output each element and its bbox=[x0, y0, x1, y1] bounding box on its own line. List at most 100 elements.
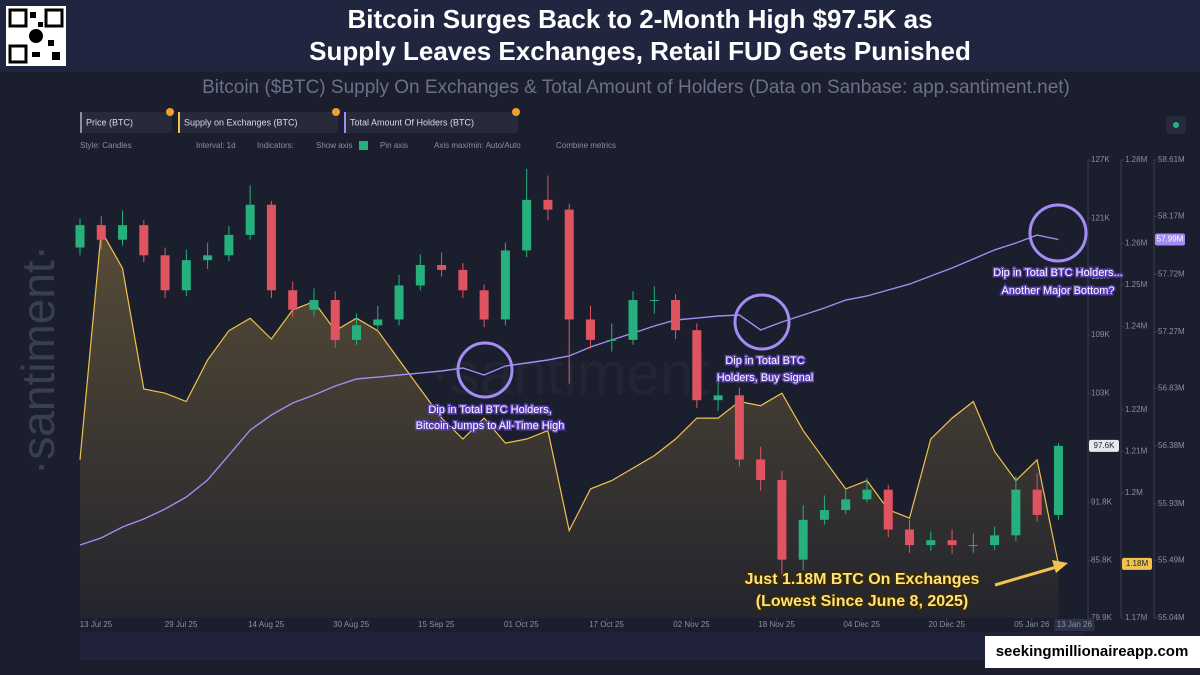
current-value-label: 57.99M bbox=[1157, 235, 1184, 244]
candle-body bbox=[96, 225, 106, 240]
candle-body bbox=[203, 255, 213, 261]
candle-body bbox=[437, 265, 447, 270]
candle-body bbox=[819, 510, 829, 520]
y-tick-label: 58.61M bbox=[1158, 155, 1185, 164]
y-tick-label: 55.93M bbox=[1158, 499, 1185, 508]
y-tick-label: 57.72M bbox=[1158, 269, 1185, 278]
legend-pill bbox=[178, 112, 338, 133]
y-tick-label: 91.8K bbox=[1091, 497, 1113, 506]
navigator[interactable] bbox=[80, 632, 1085, 660]
y-tick-label: 1.24M bbox=[1125, 322, 1148, 331]
candle-body bbox=[500, 250, 510, 320]
candle-body bbox=[224, 234, 234, 256]
y-tick-label: 1.28M bbox=[1125, 155, 1148, 164]
legend-badge bbox=[332, 108, 340, 116]
qr-code bbox=[6, 6, 66, 66]
candle-body bbox=[479, 290, 489, 320]
candle-body bbox=[288, 290, 298, 310]
toolbar-item[interactable]: Pin axis bbox=[380, 141, 408, 150]
toolbar-item[interactable]: Axis max/min: Auto/Auto bbox=[434, 141, 521, 150]
candle-body bbox=[75, 225, 85, 248]
y-tick-label: 1.22M bbox=[1125, 405, 1148, 414]
show-axis-check[interactable] bbox=[359, 141, 368, 150]
toolbar-item[interactable]: Style: Candles bbox=[80, 141, 132, 150]
candle-body bbox=[777, 479, 787, 560]
legend-item[interactable]: Price (BTC) bbox=[80, 108, 174, 133]
x-tick-label: 14 Aug 25 bbox=[248, 620, 285, 629]
candle-body bbox=[118, 225, 128, 240]
candle-body bbox=[862, 489, 872, 500]
x-tick-label: 18 Nov 25 bbox=[758, 620, 795, 629]
y-tick-label: 1.25M bbox=[1125, 280, 1148, 289]
annotation: Dip in Total BTC bbox=[725, 355, 804, 367]
candle-body bbox=[415, 265, 425, 286]
candle-body bbox=[543, 199, 553, 210]
candle-body bbox=[947, 540, 957, 546]
y-tick-label: 1.2M bbox=[1125, 488, 1143, 497]
pointer-arrow bbox=[994, 560, 1068, 587]
x-tick-label: 17 Oct 25 bbox=[589, 620, 624, 629]
y-tick-label: 1.21M bbox=[1125, 447, 1148, 456]
candle-body bbox=[564, 209, 574, 320]
candle-body bbox=[181, 260, 191, 291]
candle-body bbox=[968, 545, 978, 547]
current-value-badge bbox=[1155, 233, 1185, 246]
y-tick-label: 127K bbox=[1091, 155, 1110, 164]
y-tick-label: 85.8K bbox=[1091, 556, 1113, 565]
y-tick-label: 55.04M bbox=[1158, 613, 1185, 622]
legend-item[interactable]: Supply on Exchanges (BTC) bbox=[178, 108, 340, 133]
candle-body bbox=[309, 300, 319, 310]
legend-item[interactable]: Total Amount Of Holders (BTC) bbox=[344, 108, 520, 133]
y-tick-label: 56.83M bbox=[1158, 383, 1185, 392]
candle-body bbox=[649, 300, 659, 302]
legend-badge bbox=[166, 108, 174, 116]
current-value-badge bbox=[1089, 439, 1119, 452]
credit: seekingmillionaireapp.com bbox=[996, 643, 1189, 660]
legend-pill bbox=[344, 112, 518, 133]
legend-swatch bbox=[344, 112, 346, 133]
x-tick-label: 29 Jul 25 bbox=[165, 620, 198, 629]
candle-body bbox=[798, 519, 808, 560]
candle-body bbox=[458, 269, 468, 291]
legend-swatch bbox=[178, 112, 180, 133]
candle-body bbox=[160, 255, 170, 291]
y-tick-label: 1.17M bbox=[1125, 613, 1148, 622]
toolbar-item[interactable]: Indicators: bbox=[257, 141, 294, 150]
candle-body bbox=[266, 204, 276, 291]
candle-body bbox=[585, 319, 595, 340]
y-tick-label: 121K bbox=[1091, 213, 1110, 222]
candle-body bbox=[245, 204, 255, 235]
y-tick-label: 79.9K bbox=[1091, 613, 1113, 622]
chart-subtitle: Bitcoin ($BTC) Supply On Exchanges & Tot… bbox=[202, 77, 1070, 98]
annotation: (Lowest Since June 8, 2025) bbox=[756, 593, 969, 610]
candle-body bbox=[671, 300, 681, 331]
annotation: Bitcoin Jumps to All-Time High bbox=[416, 420, 565, 432]
x-tick-label: 30 Aug 25 bbox=[333, 620, 370, 629]
y-tick-label: 115K bbox=[1091, 272, 1110, 281]
candle-body bbox=[330, 300, 340, 340]
candle-body bbox=[352, 325, 362, 340]
chart-title: Bitcoin Surges Back to 2-Month High $97.… bbox=[347, 4, 932, 34]
candle-body bbox=[628, 300, 638, 340]
watermark-center: ·santiment· bbox=[430, 340, 730, 407]
candle-body bbox=[841, 499, 851, 511]
candle-body bbox=[883, 489, 893, 530]
x-tick-label: 05 Jan 26 bbox=[1014, 620, 1050, 629]
candle-body bbox=[713, 395, 723, 401]
plot-area bbox=[75, 168, 1063, 619]
toolbar-item[interactable]: Combine metrics bbox=[556, 141, 616, 150]
y-tick-label: 103K bbox=[1091, 388, 1110, 397]
candle-body bbox=[926, 540, 936, 546]
annotation: Another Major Bottom? bbox=[1001, 285, 1114, 297]
toolbar-item[interactable]: Show axis bbox=[316, 141, 352, 150]
settings-button[interactable] bbox=[1166, 116, 1186, 134]
chart-title: Supply Leaves Exchanges, Retail FUD Gets… bbox=[309, 36, 971, 66]
candle-body bbox=[1053, 445, 1063, 515]
legend-badge bbox=[512, 108, 520, 116]
annotation: Holders, Buy Signal bbox=[717, 372, 814, 384]
candle-body bbox=[905, 529, 915, 546]
toolbar-item[interactable]: Interval: 1d bbox=[196, 141, 236, 150]
candle-body bbox=[522, 199, 532, 251]
candle-body bbox=[394, 285, 404, 320]
